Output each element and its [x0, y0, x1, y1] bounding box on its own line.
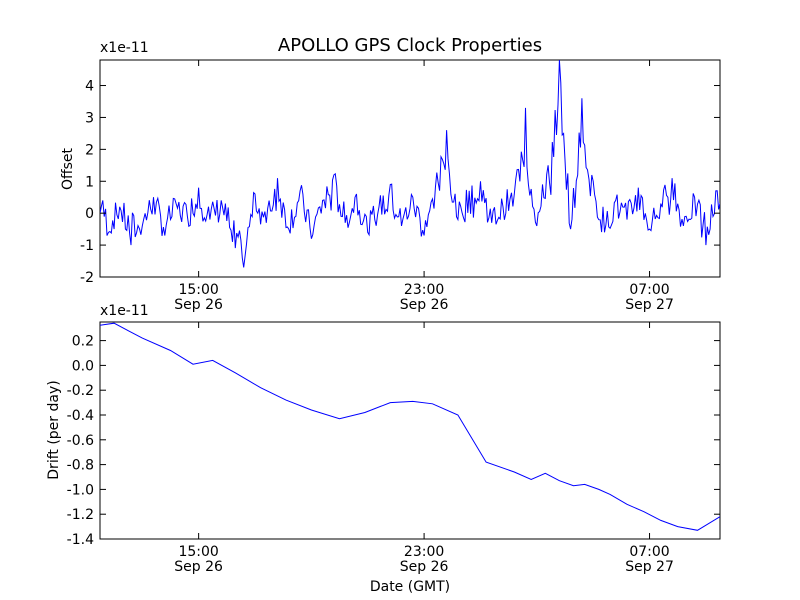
offset-xtick-date-label: Sep 27 — [625, 297, 674, 313]
drift-scale-label: x1e-11 — [100, 303, 149, 319]
offset-xtick-date-label: Sep 26 — [400, 297, 449, 313]
drift-ytick-label: -0.8 — [67, 458, 94, 474]
offset-ytick-label: 1 — [85, 174, 94, 190]
drift-ytick-label: -0.4 — [67, 408, 94, 424]
offset-series-line — [100, 60, 720, 268]
drift-ytick-label: 0.0 — [72, 358, 94, 374]
drift-ytick-label: -1.0 — [67, 482, 94, 498]
offset-ytick-label: -1 — [80, 238, 94, 254]
offset-axes-frame — [99, 59, 721, 278]
chart-title: APOLLO GPS Clock Properties — [278, 35, 542, 56]
drift-xtick-date-label: Sep 26 — [400, 559, 449, 575]
offset-xtick-time-label: 23:00 — [404, 282, 444, 298]
drift-ytick-label: -1.4 — [67, 532, 94, 548]
drift-panel: x1e-11 Drift (per day) Date (GMT) -1.4 -1… — [46, 303, 721, 595]
offset-xtick-time-label: 15:00 — [178, 282, 218, 298]
drift-ytick-label: -1.2 — [67, 507, 94, 523]
drift-series-line — [100, 322, 720, 531]
drift-xtick-time-label: 23:00 — [404, 544, 444, 560]
offset-ytick-label: 4 — [85, 79, 94, 95]
drift-x-label: Date (GMT) — [370, 579, 450, 595]
offset-ytick-label: 3 — [85, 110, 94, 126]
drift-ytick-label: -0.2 — [67, 383, 94, 399]
offset-y-label: Offset — [60, 147, 76, 190]
offset-ytick-label: -2 — [80, 270, 94, 286]
drift-xtick-time-label: 15:00 — [178, 544, 218, 560]
drift-xtick-date-label: Sep 27 — [625, 559, 674, 575]
drift-ytick-label: -0.6 — [67, 433, 94, 449]
drift-xtick-date-label: Sep 26 — [174, 559, 223, 575]
offset-xtick-time-label: 07:00 — [629, 282, 669, 298]
drift-axes-frame — [99, 321, 721, 540]
drift-y-label: Drift (per day) — [46, 380, 62, 479]
offset-scale-label: x1e-11 — [100, 40, 149, 56]
offset-ytick-label: 2 — [85, 142, 94, 158]
drift-xtick-time-label: 07:00 — [629, 544, 669, 560]
drift-ytick-label: 0.2 — [72, 334, 94, 350]
offset-ytick-label: 0 — [85, 206, 94, 222]
offset-xtick-date-label: Sep 26 — [174, 297, 223, 313]
